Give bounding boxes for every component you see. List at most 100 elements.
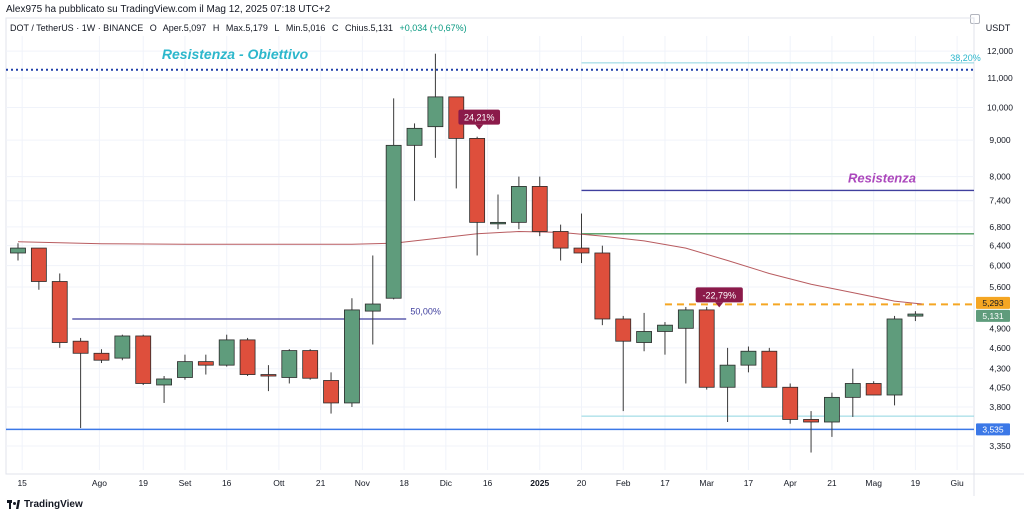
price-label-box [976, 296, 1010, 309]
candle-body [677, 309, 694, 329]
publisher-line: Alex975 ha pubblicato su TradingView.com… [6, 4, 331, 15]
candle [406, 123, 423, 201]
tradingview-logo[interactable]: TradingView [7, 499, 83, 510]
moving-average [17, 230, 922, 305]
price-chart[interactable]: Resistenza - Obiettivo Resistenza 50,00% 38… [0, 0, 1024, 496]
symbol-name[interactable]: DOT / TetherUS · 1W · BINANCE [10, 23, 144, 33]
percent-callout: -22,79% [695, 287, 743, 308]
x-tick-label: 17 [744, 478, 754, 488]
candle [177, 354, 193, 380]
tradingview-logo-icon [7, 500, 21, 509]
candle-body [844, 383, 861, 398]
candle-body [260, 374, 277, 377]
change-value: +0,034 (+0,67%) [399, 23, 467, 33]
candle [803, 411, 819, 453]
candle-body [636, 331, 652, 343]
candle-body [281, 350, 298, 378]
candle-body [344, 309, 360, 404]
grid [5, 17, 1024, 496]
candle [886, 315, 903, 406]
high-label: H [212, 23, 220, 33]
y-tick-label: 6,800 [989, 222, 1011, 232]
callout-box [695, 287, 743, 303]
candle-body [406, 127, 423, 146]
candle-body [177, 361, 193, 378]
annotation-text: 50,00% [410, 307, 441, 317]
x-tick-label: Dic [440, 478, 453, 488]
candle [197, 354, 214, 375]
x-tick-label: Ott [273, 478, 285, 488]
y-tick-label: 11,000 [987, 73, 1013, 83]
price-label: 3,535 [976, 423, 1010, 436]
candle-body [323, 380, 339, 404]
candle [344, 298, 360, 407]
y-tick-label: 3,350 [989, 441, 1011, 451]
x-tick-label: Apr [784, 478, 797, 488]
candle [364, 255, 381, 345]
candle [281, 349, 298, 384]
price-label-box [976, 423, 1010, 436]
candle-body [135, 335, 152, 384]
candle [824, 392, 840, 437]
y-tick-label: 12,000 [987, 46, 1013, 56]
x-tick-label: 17 [660, 478, 670, 488]
candle-body [72, 340, 89, 354]
candle [573, 213, 590, 264]
close-value: Chius.5,131 [344, 23, 394, 33]
annotations: Resistenza - Obiettivo Resistenza 50,00% 38… [162, 46, 981, 317]
y-tick-label: 4,050 [989, 382, 1011, 392]
y-tick-label: 3,800 [989, 402, 1011, 412]
candle-body [761, 350, 778, 388]
candle-body [197, 361, 214, 366]
callout-text: 24,21% [464, 113, 495, 123]
tradingview-logo-text: TradingView [24, 499, 83, 510]
x-tick-label: 19 [138, 478, 148, 488]
candle-body [698, 309, 715, 388]
y-tick-label: 8,000 [989, 172, 1011, 182]
callout-pointer [715, 302, 724, 308]
price-label-text: 3,535 [982, 424, 1004, 434]
open-value: Aper.5,097 [162, 23, 207, 33]
candle [385, 98, 402, 300]
candle [10, 243, 26, 261]
candle [677, 306, 694, 384]
moving-average-line [17, 230, 922, 305]
candle [51, 273, 68, 348]
y-tick-label: 4,300 [989, 364, 1011, 374]
price-label-box [976, 309, 1010, 322]
candle-body [552, 231, 569, 249]
candle [490, 194, 506, 230]
price-label-text: 5,293 [982, 298, 1004, 308]
x-tick-label: 21 [316, 478, 326, 488]
candle-body [594, 252, 611, 320]
y-tick-label: 9,000 [989, 135, 1011, 145]
y-tick-label: 6,400 [989, 241, 1011, 251]
x-tick-label: Ago [92, 478, 107, 488]
candle [427, 53, 444, 158]
callout-box [458, 109, 501, 125]
x-tick-label: 16 [222, 478, 232, 488]
symbol-info: DOT / TetherUS · 1W · BINANCE O Aper.5,0… [10, 23, 471, 33]
candle-body [302, 350, 319, 379]
candle-body [218, 339, 235, 366]
price-axis[interactable]: USDT 3,350 3,800 4,050 4,300 4,600 4,900 5,600 6… [976, 23, 1013, 451]
y-tick-label: 7,400 [989, 196, 1011, 206]
candle [657, 322, 673, 355]
candle-body [114, 335, 131, 359]
candle [698, 306, 715, 390]
annotation-text: 38,20% [950, 53, 981, 63]
candle [156, 376, 172, 403]
x-tick-label: 19 [911, 478, 921, 488]
gear-icon[interactable] [970, 14, 980, 24]
candle [636, 312, 652, 352]
candle [114, 334, 131, 361]
time-axis[interactable]: 15 Ago 19 Set 16 Ott 21 Nov 18 Dic 16 2025 20 Feb 17 Ma… [17, 478, 964, 488]
candle-body [156, 378, 172, 386]
drawing-lines [6, 62, 974, 431]
candle [865, 381, 882, 396]
annotation-text: Resistenza - Obiettivo [162, 46, 309, 62]
currency-label: USDT [986, 23, 1011, 33]
y-tick-label: 6,000 [989, 261, 1011, 271]
footer: TradingView [0, 496, 1024, 516]
candle-body [51, 281, 68, 343]
